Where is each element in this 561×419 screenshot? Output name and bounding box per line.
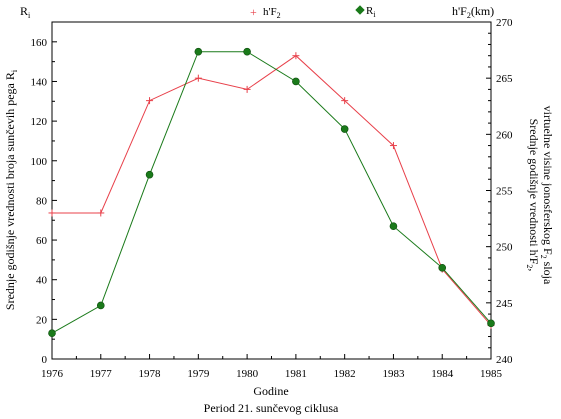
ri-point-marker xyxy=(487,319,495,328)
x-tick-label: 1976 xyxy=(41,368,64,380)
ri-point-marker xyxy=(243,47,251,56)
left-tick-label: 140 xyxy=(31,76,48,88)
legend-label-ri: Ri xyxy=(366,5,376,19)
right-tick-label: 265 xyxy=(496,73,513,85)
right-tick-label: 255 xyxy=(496,186,513,198)
ri-point-marker xyxy=(389,222,398,230)
x-tick-label: 1984 xyxy=(431,368,454,380)
legend-marker-plus: + xyxy=(250,5,257,19)
hf2-point-marker xyxy=(194,74,202,82)
right-axis-title-line1: Srednje godišnje vrednosti h'F2, xyxy=(525,119,541,272)
chart-caption: Period 21. sunčevog ciklusa xyxy=(204,401,339,415)
x-axis-ticks: 1976 1977 1978 1979 1980 1981 1982 1983 1984 1985 xyxy=(41,354,503,380)
hf2-point-marker xyxy=(243,85,251,93)
right-tick-label: 240 xyxy=(496,354,513,366)
legend-marker-diamond xyxy=(355,5,365,15)
ri-point-marker xyxy=(292,77,300,86)
left-axis-corner-label: Ri xyxy=(20,4,31,20)
hf2-point-marker xyxy=(341,97,349,105)
x-tick-label: 1981 xyxy=(285,368,307,380)
right-tick-label: 250 xyxy=(496,242,513,254)
left-tick-label: 40 xyxy=(36,275,48,287)
left-tick-label: 20 xyxy=(36,314,48,326)
legend-label-hf2: h'F2 xyxy=(263,6,281,20)
left-axis-title: Srednje godišnje vrednosti broja sunčevi… xyxy=(3,69,19,310)
hf2-point-marker xyxy=(48,209,56,217)
ri-point-marker xyxy=(145,170,154,179)
x-tick-label: 1978 xyxy=(139,368,162,380)
legend-entry-hf2: + h'F2 xyxy=(250,5,281,20)
series-line-0 xyxy=(52,55,492,326)
left-tick-label: 0 xyxy=(42,354,48,366)
left-axis-ticks: 0 20 40 60 80 100 120 140 160 xyxy=(31,37,57,366)
ri-point-marker xyxy=(96,301,105,310)
left-tick-label: 100 xyxy=(31,156,48,168)
ri-point-marker xyxy=(48,329,56,338)
x-tick-label: 1982 xyxy=(334,368,356,380)
x-tick-label: 1979 xyxy=(187,368,210,380)
hf2-point-marker xyxy=(389,142,397,150)
left-tick-label: 120 xyxy=(31,116,48,128)
right-tick-label: 260 xyxy=(496,129,513,141)
ri-point-marker xyxy=(438,264,447,272)
x-tick-label: 1980 xyxy=(236,368,259,380)
left-tick-label: 80 xyxy=(36,195,48,207)
legend: + h'F2 Ri xyxy=(250,5,376,20)
x-tick-label: 1983 xyxy=(382,368,405,380)
right-tick-label: 245 xyxy=(496,298,513,310)
hf2-point-marker xyxy=(97,209,105,217)
right-axis-title-line2: virtuelne visine jonosferskog F2 sloja xyxy=(539,106,555,285)
x-tick-label: 1985 xyxy=(480,368,503,380)
right-tick-label: 270 xyxy=(496,17,513,29)
hf2-point-marker xyxy=(292,52,300,60)
ri-point-marker xyxy=(340,125,349,133)
legend-entry-ri: Ri xyxy=(355,5,376,19)
hf2-point-marker xyxy=(146,97,154,105)
left-tick-label: 60 xyxy=(36,235,48,247)
right-axis-ticks: 240 245 250 255 260 265 270 xyxy=(486,17,513,366)
series-layer xyxy=(48,47,495,338)
x-tick-label: 1977 xyxy=(90,368,113,380)
series-line-1 xyxy=(51,51,492,334)
right-axis-corner-label: h'F2(km) xyxy=(452,4,494,20)
x-axis-title: Godine xyxy=(253,384,288,398)
ri-point-marker xyxy=(194,47,203,56)
left-tick-label: 160 xyxy=(31,37,48,49)
